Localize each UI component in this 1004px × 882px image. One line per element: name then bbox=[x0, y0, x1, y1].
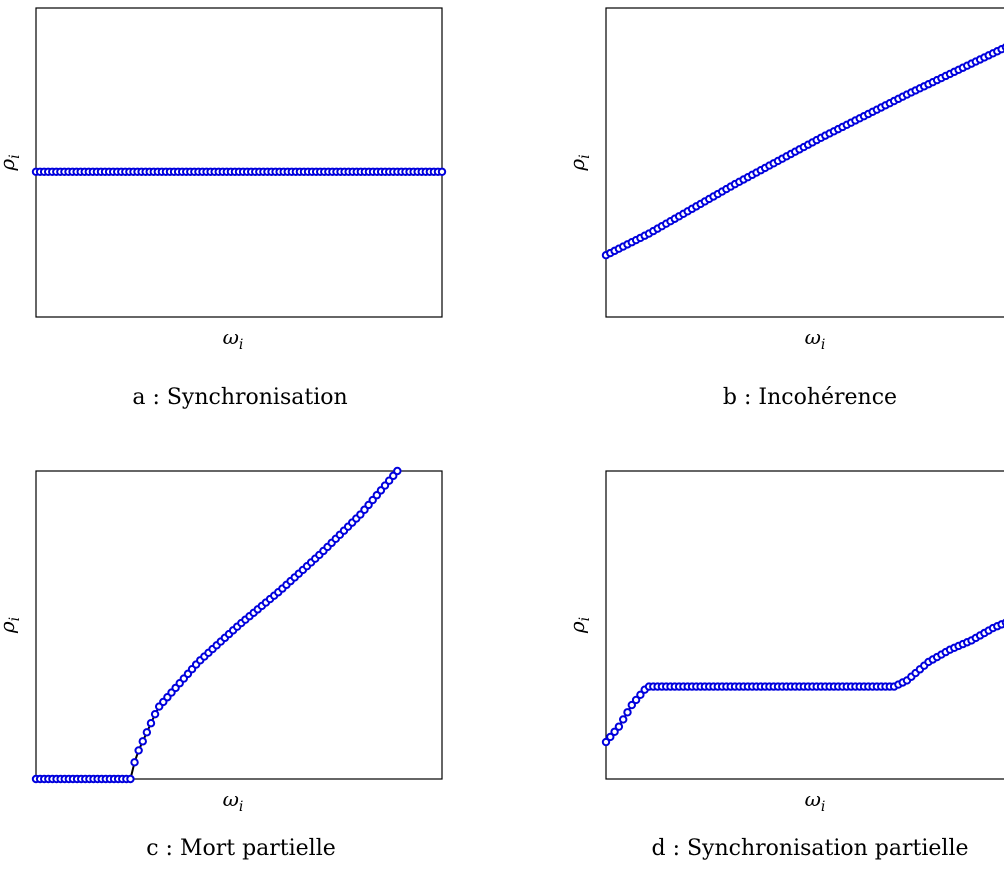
x-axis-label: ωi bbox=[223, 325, 244, 353]
data-marks bbox=[31, 167, 447, 176]
data-point bbox=[610, 727, 619, 736]
data-marks bbox=[601, 618, 1004, 747]
y-axis-label: ρi bbox=[0, 617, 23, 634]
x-axis-label: ωi bbox=[805, 325, 826, 353]
chart-b-svg: ωi ρi bbox=[565, 7, 1004, 353]
chart-a-svg: ωi ρi bbox=[0, 7, 447, 353]
plot-frame bbox=[35, 7, 443, 318]
data-point bbox=[631, 695, 641, 705]
panel-d: ωi ρi bbox=[565, 460, 1004, 815]
data-point bbox=[601, 737, 611, 747]
series-line bbox=[605, 622, 1004, 743]
data-point bbox=[150, 709, 160, 719]
caption-a: a : Synchronisation bbox=[132, 385, 348, 410]
caption-b: b : Incohérence bbox=[722, 385, 898, 410]
plot-frame bbox=[605, 470, 1004, 780]
data-point bbox=[623, 708, 632, 717]
data-point bbox=[393, 466, 402, 476]
x-axis-label: ωi bbox=[223, 787, 244, 815]
data-point bbox=[126, 774, 135, 784]
data-point bbox=[619, 715, 628, 724]
chart-d-svg: ωi ρi bbox=[565, 470, 1004, 815]
y-axis-label: ρi bbox=[0, 154, 23, 171]
data-point bbox=[146, 719, 156, 728]
panel-a: ωi ρi bbox=[0, 0, 470, 360]
panel-b: ωi ρi bbox=[565, 0, 1004, 360]
y-axis-label: ρi bbox=[565, 154, 593, 171]
series-line bbox=[36, 470, 399, 780]
data-point bbox=[142, 728, 152, 737]
chart-c-svg: ωi ρi bbox=[0, 466, 443, 815]
data-point bbox=[138, 737, 147, 746]
y-axis-label: ρi bbox=[565, 617, 593, 634]
caption-d: d : Synchronisation partielle bbox=[651, 836, 969, 861]
data-point bbox=[437, 167, 447, 176]
plot-frame bbox=[605, 7, 1004, 318]
panel-c: ωi ρi bbox=[0, 460, 470, 815]
data-marks bbox=[601, 43, 1004, 260]
plot-frame bbox=[35, 470, 443, 780]
data-point bbox=[606, 732, 615, 742]
data-point bbox=[130, 758, 139, 767]
data-marks bbox=[31, 466, 402, 784]
data-point bbox=[627, 700, 636, 710]
data-point bbox=[636, 690, 645, 700]
data-point bbox=[134, 746, 143, 755]
caption-c: c : Mort partielle bbox=[146, 836, 336, 861]
x-axis-label: ωi bbox=[805, 787, 826, 815]
data-point bbox=[614, 722, 624, 731]
